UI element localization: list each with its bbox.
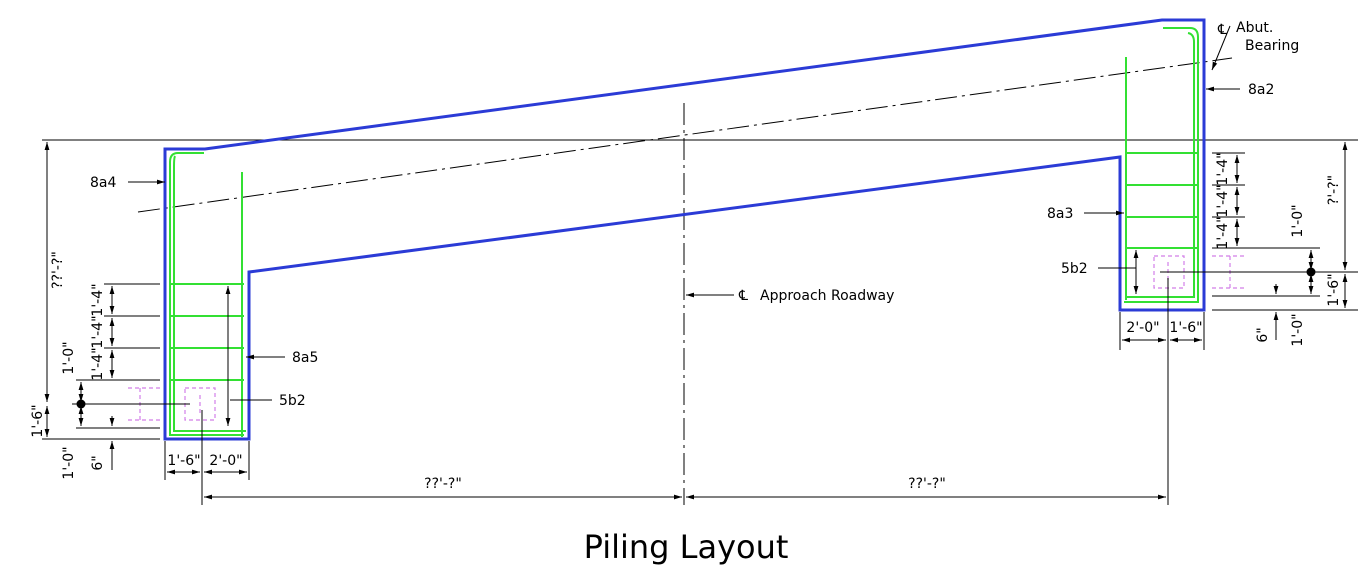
linework [42, 18, 1358, 505]
callout: 8a2 [1248, 82, 1274, 98]
callout: 5b2 [279, 393, 306, 409]
dimension: 1'-0" [61, 446, 77, 479]
dimension: 1'-4" [90, 347, 106, 380]
dimension: ?'-?" [1326, 175, 1342, 205]
centerline-symbol: ℄ [1217, 22, 1227, 38]
callout: 8a4 [90, 175, 116, 191]
dimension: 1'-4" [1215, 152, 1231, 185]
centerline-label: Abut. [1236, 20, 1273, 36]
dimension: 1'-4" [90, 283, 106, 316]
dimension: 1'-6" [1169, 320, 1202, 336]
dimension: ??'-?" [908, 476, 946, 492]
callout: 8a5 [292, 350, 318, 366]
dimension: 1'-4" [1215, 184, 1231, 217]
centerline-symbol: ℄ [738, 288, 748, 304]
dimension: 1'-4" [1215, 216, 1231, 249]
dimension: 1'-0" [1290, 313, 1306, 346]
centerline-label: Approach Roadway [760, 288, 894, 304]
centerline-label: Bearing [1245, 38, 1299, 54]
dimension: 1'-6" [30, 404, 46, 437]
dimension: 6" [90, 455, 106, 470]
dimension: ??'-?" [50, 251, 66, 289]
labels: 8a4 8a5 5b2 8a2 8a3 5b2 ℄ Abut. Bearing … [30, 20, 1342, 566]
dimension: 2'-0" [1126, 320, 1159, 336]
dimension: 2'-0" [209, 453, 242, 469]
dimension: ??'-?" [424, 476, 462, 492]
dimension: 1'-6" [167, 453, 200, 469]
callout: 5b2 [1061, 261, 1088, 277]
dimension: 6" [1255, 327, 1271, 342]
dimension: 1'-4" [90, 315, 106, 348]
dimension: 1'-0" [61, 341, 77, 374]
dimension: 1'-0" [1290, 204, 1306, 237]
callout: 8a3 [1047, 206, 1073, 222]
drawing-title: Piling Layout [584, 528, 789, 566]
dimension: 1'-6" [1326, 273, 1342, 306]
